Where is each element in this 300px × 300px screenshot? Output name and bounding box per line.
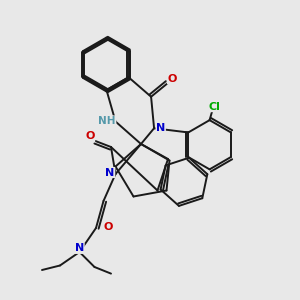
Text: Cl: Cl — [208, 102, 220, 112]
Text: O: O — [167, 74, 177, 84]
Text: NH: NH — [98, 116, 116, 126]
Text: N: N — [75, 243, 84, 254]
Text: N: N — [156, 123, 165, 133]
Text: O: O — [85, 131, 95, 142]
Text: N: N — [106, 167, 115, 178]
Text: O: O — [104, 221, 113, 232]
